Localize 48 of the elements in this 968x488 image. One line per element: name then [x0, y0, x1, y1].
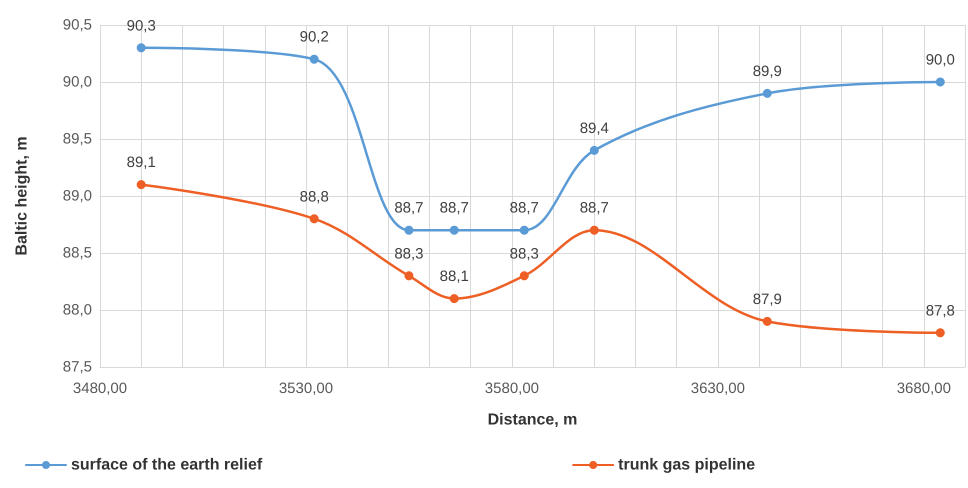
data-label: 89,4: [580, 120, 609, 137]
y-tick-label: 88,5: [62, 244, 92, 262]
point: [520, 271, 529, 280]
y-tick-label: 87,5: [62, 358, 92, 376]
data-label: 88,7: [440, 200, 469, 217]
y-tick-label: 90,0: [62, 74, 92, 90]
data-label: 90,0: [926, 52, 955, 68]
y-axis-title: Baltic height, m: [14, 136, 30, 256]
legend-label: trunk gas pipeline: [618, 456, 756, 474]
x-tick-label: 3680,00: [896, 380, 951, 397]
data-label: 90,3: [126, 17, 156, 34]
data-label: 88,7: [394, 200, 424, 217]
data-label: 87,9: [752, 290, 782, 308]
point: [936, 78, 945, 86]
data-label: 88,3: [510, 245, 539, 262]
x-tick-label: 3480,00: [72, 380, 128, 397]
data-label: 88,7: [580, 200, 609, 217]
x-tick-label: 3530,00: [278, 380, 334, 397]
point: [590, 226, 599, 235]
point: [520, 226, 529, 235]
y-tick-label: 88,0: [62, 302, 92, 318]
point: [404, 226, 414, 235]
data-label: 88,1: [440, 268, 469, 286]
point: [936, 328, 945, 338]
x-tick-label: 3580,00: [484, 380, 540, 397]
point: [450, 226, 459, 235]
y-tick-label: 90,5: [62, 16, 92, 34]
data-label: 87,8: [926, 302, 955, 320]
point: [404, 271, 414, 280]
point: [762, 88, 772, 98]
x-tick-label: 3630,00: [690, 380, 745, 397]
y-tick-label: 89,0: [62, 188, 92, 204]
point: [310, 54, 319, 64]
data-label: 89,9: [752, 62, 782, 80]
legend-label: surface of the earth relief: [71, 456, 263, 474]
point: [310, 214, 319, 224]
point: [136, 180, 146, 190]
data-label: 89,1: [126, 154, 156, 172]
point: [136, 43, 146, 52]
point: [590, 146, 599, 155]
point: [762, 316, 772, 326]
x-axis-title: Distance, m: [488, 412, 578, 428]
data-label: 88,3: [394, 245, 424, 262]
y-tick-label: 89,5: [62, 130, 92, 148]
data-label: 88,7: [510, 200, 539, 217]
data-label: 90,2: [300, 28, 329, 46]
data-label: 88,8: [300, 188, 329, 206]
point: [450, 294, 459, 304]
